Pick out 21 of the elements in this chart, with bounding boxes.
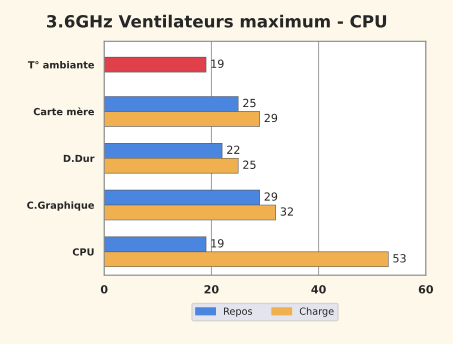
y-tick-label: Carte mère [34,107,94,116]
legend-label: Repos [224,308,252,317]
data-label: 29 [264,192,278,201]
x-tick-label: 60 [418,285,434,294]
y-tick-label: D.Dur [64,154,94,162]
y-tick-label: C.Graphique [27,201,94,211]
data-label: 22 [227,146,240,154]
data-label: 19 [211,59,224,68]
chart-title: 3.6GHz Ventilateurs maximum - CPU [47,14,386,28]
data-label: 25 [243,160,256,169]
x-tick-label: 20 [204,285,219,294]
data-label: 53 [393,254,406,263]
data-label: 32 [280,207,293,216]
x-tick-label: 0 [100,285,108,294]
x-tick-label: 40 [311,285,326,294]
y-tick-label: T° ambiante [28,60,94,69]
data-label: 19 [211,239,224,248]
data-label: 29 [264,114,278,122]
legend-label: Charge [300,307,334,317]
y-tick-label: CPU [72,248,94,256]
data-label: 25 [243,98,256,108]
